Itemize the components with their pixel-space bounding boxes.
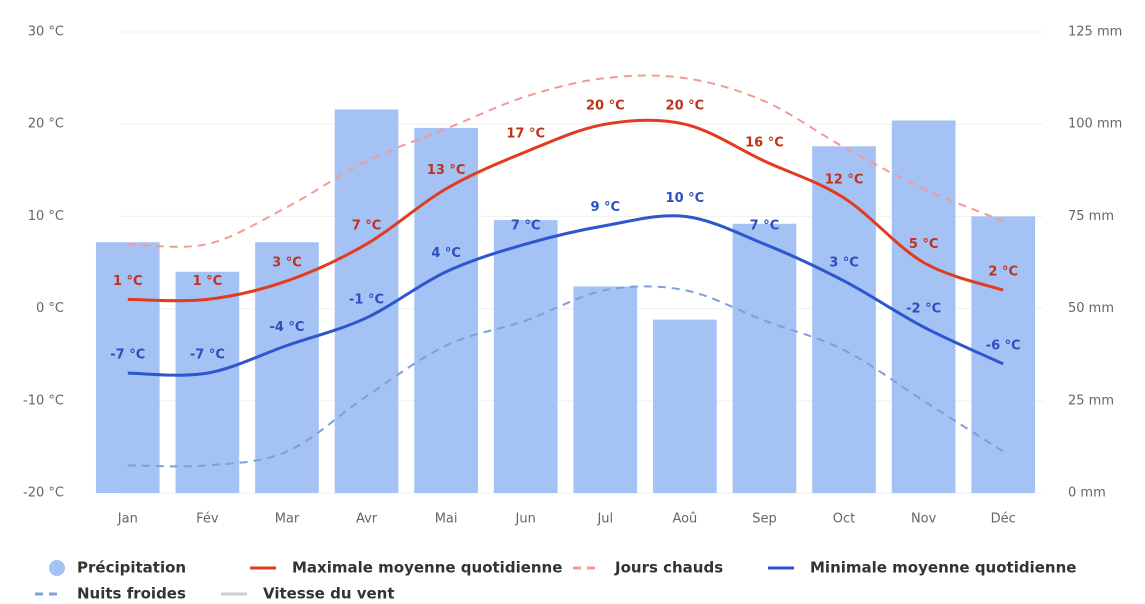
x-tick-label: Nov (911, 512, 937, 527)
bar (732, 223, 797, 493)
data-label: 1 °C (193, 274, 223, 289)
bar (812, 146, 876, 493)
x-tick-label: Déc (991, 512, 1016, 527)
data-label: 20 °C (666, 99, 705, 114)
data-label: -2 °C (906, 302, 941, 317)
line (127, 285, 1004, 468)
data-label: 2 °C (988, 265, 1018, 280)
y-tick-label: -10 °C (23, 393, 64, 408)
data-label: 12 °C (825, 172, 864, 187)
x-tick-label: Avr (356, 512, 378, 527)
data-label: 9 °C (590, 200, 620, 215)
bar (891, 120, 956, 494)
bar (95, 242, 160, 493)
data-label: 16 °C (745, 136, 784, 151)
legend-label[interactable]: Minimale moyenne quotidienne (810, 559, 1076, 577)
data-label: 20 °C (586, 99, 625, 114)
data-label: -7 °C (110, 348, 145, 363)
y2-tick-label: 100 mm (1068, 117, 1122, 132)
data-label: -4 °C (269, 320, 304, 335)
data-label: 1 °C (113, 274, 143, 289)
legend-label[interactable]: Maximale moyenne quotidienne (292, 559, 562, 577)
data-label: 5 °C (909, 237, 939, 252)
legend-label[interactable]: Vitesse du vent (263, 585, 395, 603)
x-tick-label: Fév (196, 512, 219, 527)
legend-label[interactable]: Nuits froides (77, 585, 186, 603)
data-label: 13 °C (427, 163, 466, 178)
data-label: 7 °C (750, 219, 780, 234)
y-tick-label: -20 °C (23, 486, 64, 501)
data-label: 10 °C (666, 191, 705, 206)
data-label: 7 °C (511, 219, 541, 234)
data-label: -1 °C (349, 292, 384, 307)
x-tick-label: Mai (435, 512, 458, 527)
line (127, 214, 1004, 377)
legend-label[interactable]: Précipitation (77, 559, 186, 577)
bar (493, 220, 558, 493)
data-label: -6 °C (986, 338, 1021, 353)
data-label: 4 °C (431, 246, 461, 261)
y2-tick-label: 25 mm (1068, 393, 1114, 408)
y2-tick-label: 75 mm (1068, 209, 1114, 224)
y-tick-label: 10 °C (28, 209, 64, 224)
bar (334, 109, 399, 493)
legend-label[interactable]: Jours chauds (614, 559, 723, 577)
bar (414, 127, 478, 493)
data-label: -7 °C (190, 348, 225, 363)
y2-tick-label: 0 mm (1068, 486, 1106, 501)
y-tick-label: 0 °C (36, 301, 64, 316)
legend-symbol (49, 560, 65, 576)
y-tick-label: 30 °C (28, 25, 64, 40)
x-tick-label: Sep (752, 512, 777, 527)
y-tick-label: 20 °C (28, 117, 64, 132)
data-label: 17 °C (506, 126, 545, 141)
bar (175, 271, 240, 493)
data-label: 3 °C (272, 255, 302, 270)
x-tick-label: Mar (275, 512, 300, 527)
x-tick-label: Aoû (672, 512, 697, 527)
x-tick-label: Jul (596, 512, 613, 527)
data-label: 3 °C (829, 255, 859, 270)
x-tick-label: Jun (515, 512, 536, 527)
y2-tick-label: 50 mm (1068, 301, 1114, 316)
bar (653, 319, 717, 493)
bar (573, 286, 638, 493)
x-tick-label: Jan (117, 512, 138, 527)
data-label: 7 °C (352, 219, 382, 234)
x-tick-label: Oct (833, 512, 855, 527)
line (127, 118, 1004, 303)
y2-tick-label: 125 mm (1068, 25, 1122, 40)
